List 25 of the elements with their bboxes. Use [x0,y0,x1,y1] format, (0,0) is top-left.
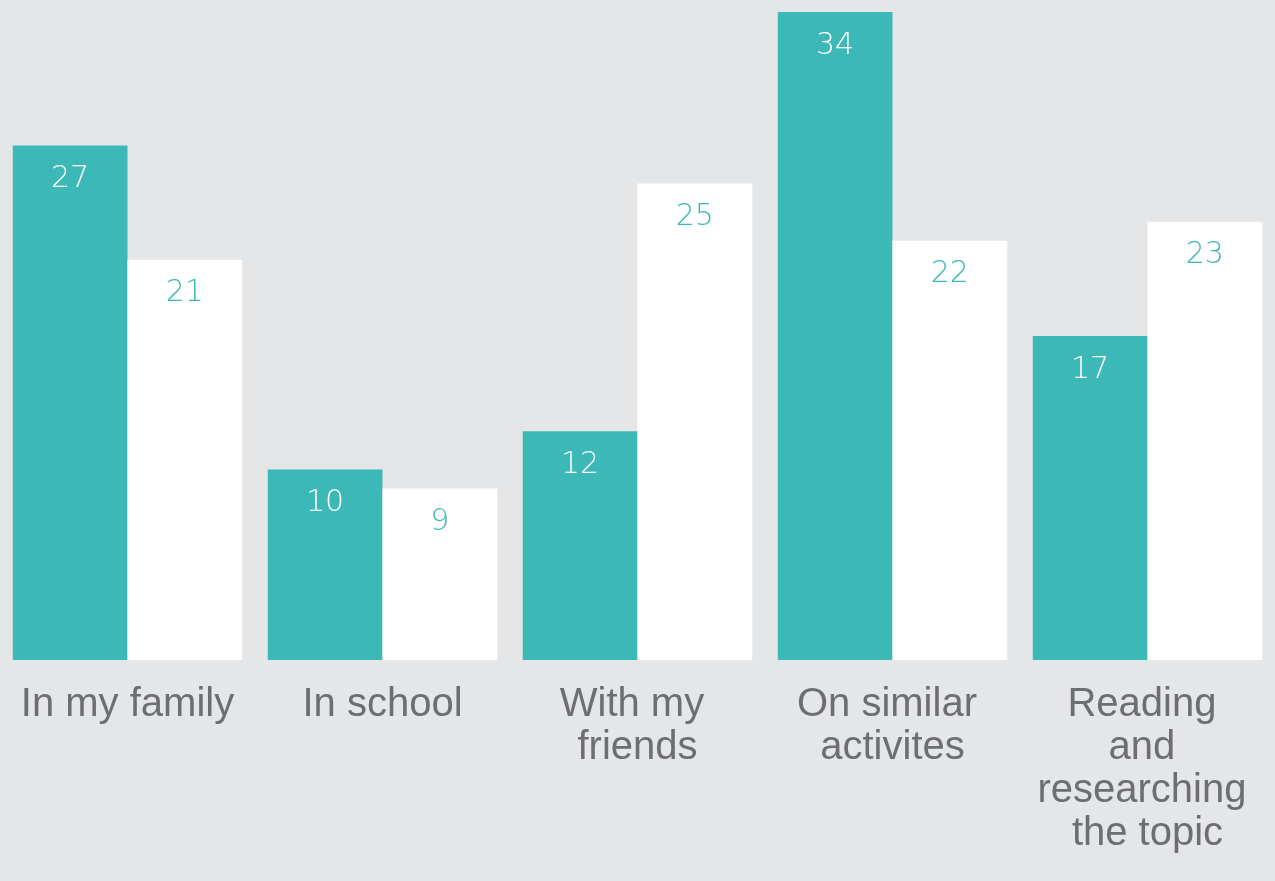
bar [127,259,243,660]
bar [637,183,753,660]
bar [12,145,128,660]
data-label: 23 [1185,235,1224,271]
bar [892,240,1008,660]
data-label: 21 [165,273,204,309]
bar [522,431,638,660]
x-tick-label: On similar activites [796,679,989,767]
bar [777,12,893,660]
data-label: 22 [930,254,969,290]
data-label: 25 [675,197,714,233]
data-label: 12 [561,444,600,480]
bar [1147,221,1263,660]
x-tick-label: Reading and researching the topic [1037,679,1258,853]
bar [1032,336,1148,660]
data-label: 17 [1071,349,1110,385]
x-tick-label: With my friends [559,679,716,767]
bar [267,469,383,660]
data-label: 27 [51,158,90,194]
x-tick-label: In my family [20,679,235,724]
bar [382,488,498,660]
data-label: 9 [430,501,450,537]
x-tick-label: In school [302,679,463,724]
data-label: 10 [306,482,345,518]
data-label: 34 [816,25,855,61]
